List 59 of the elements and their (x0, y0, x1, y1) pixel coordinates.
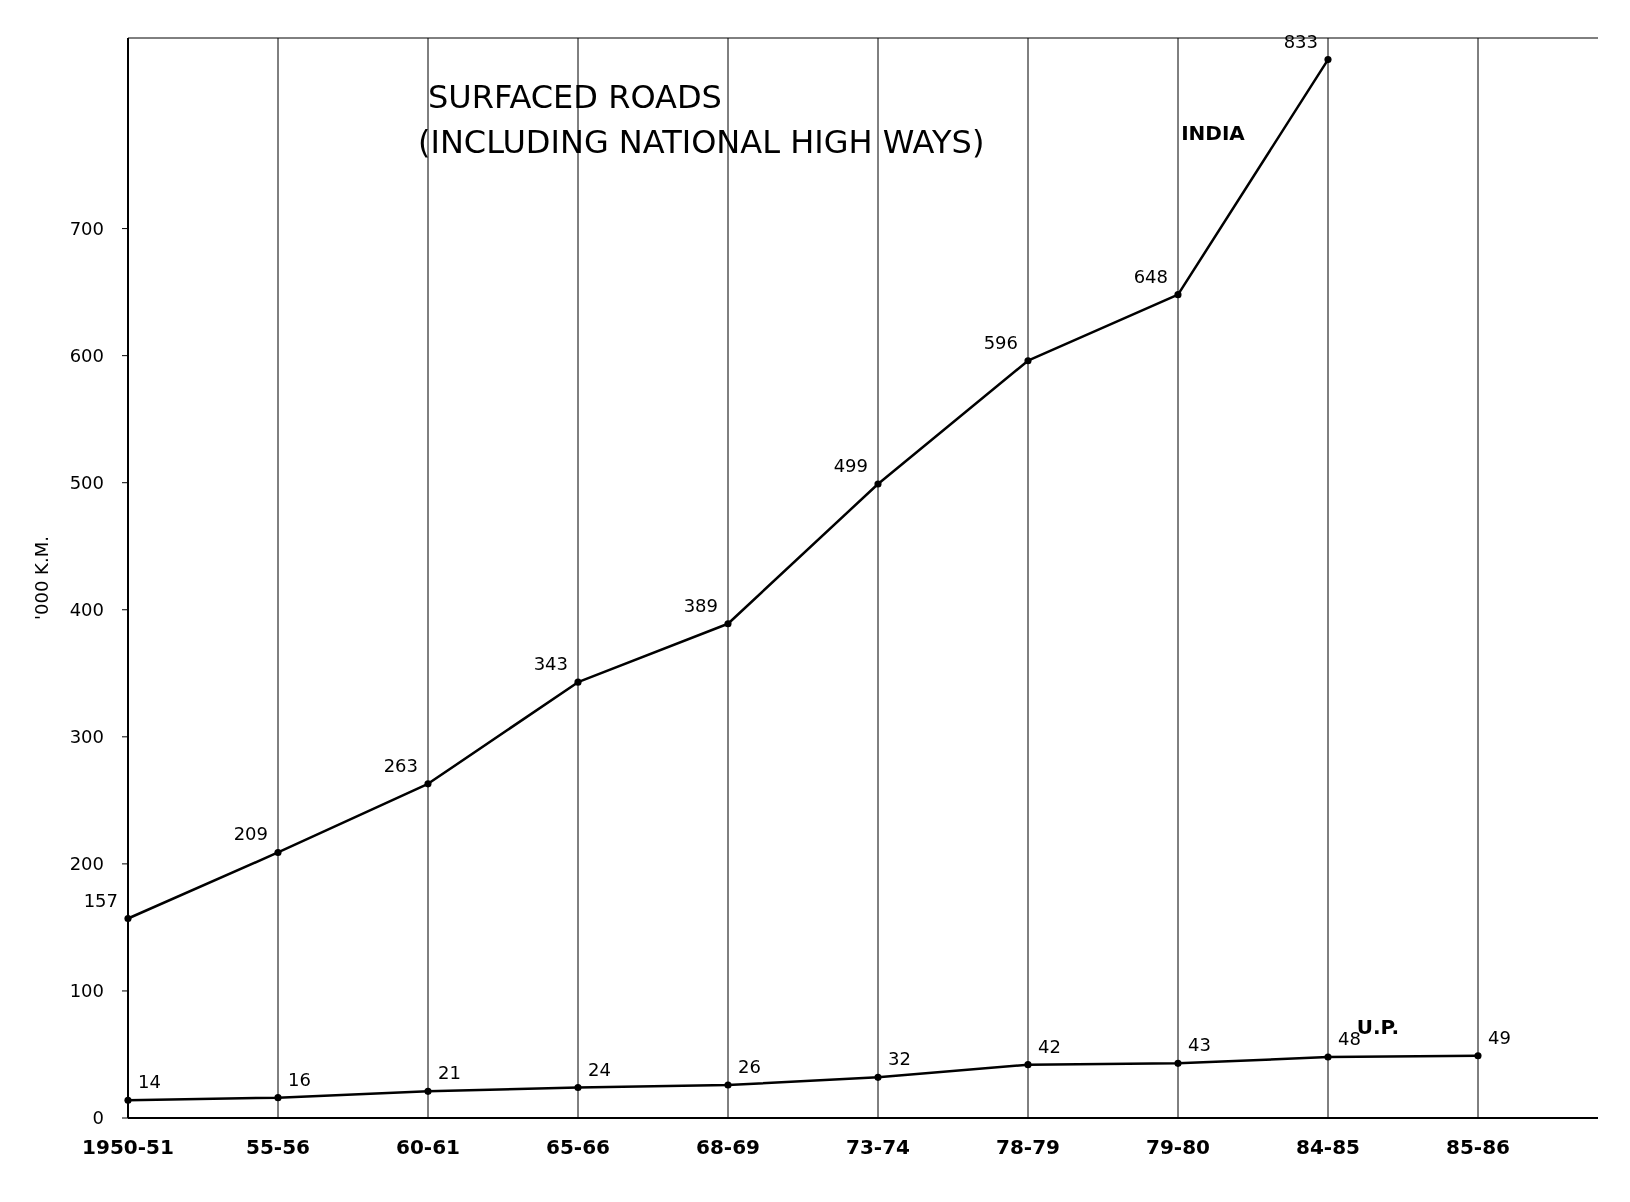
x-tick-label: 84-85 (1296, 1135, 1360, 1159)
x-tick-label: 60-61 (396, 1135, 460, 1159)
data-label: 49 (1488, 1026, 1511, 1048)
data-label: 14 (138, 1071, 161, 1093)
point (1324, 1053, 1332, 1061)
point (274, 1094, 282, 1102)
data-label: 24 (588, 1058, 611, 1080)
data-label: 499 (833, 454, 868, 476)
y-tick-label: 0 (92, 1107, 104, 1129)
point (724, 1081, 732, 1089)
text: (INCLUDING NATIONAL HIGH WAYS) (418, 123, 985, 161)
text: SURFACED ROADS (428, 78, 722, 116)
y-tick-label: 100 (69, 980, 104, 1002)
point (124, 1096, 132, 1104)
x-tick-label: 85-86 (1446, 1135, 1510, 1159)
point (574, 678, 582, 686)
y-tick-label: 600 (69, 344, 104, 366)
data-label: 16 (288, 1068, 311, 1090)
x-tick-label: 73-74 (846, 1135, 910, 1159)
x-tick-label: 55-56 (246, 1135, 310, 1159)
point (124, 914, 132, 923)
data-label: 209 (233, 823, 268, 845)
point (424, 1087, 432, 1095)
x-tick-label: 65-66 (546, 1135, 610, 1159)
y-tick-label: 300 (69, 726, 104, 748)
y-tick-label: 400 (69, 599, 104, 621)
data-label: 833 (1283, 30, 1318, 52)
data-label: 42 (1038, 1035, 1061, 1057)
data-label: 343 (533, 653, 568, 675)
point (1024, 1061, 1032, 1069)
data-label: 32 (888, 1048, 911, 1070)
x-tick-label: 68-69 (696, 1135, 760, 1159)
x-tick-label: 79-80 (1146, 1135, 1210, 1159)
point (424, 780, 432, 788)
x-tick-label: 78-79 (996, 1135, 1060, 1159)
point (1474, 1052, 1482, 1060)
data-label: 21 (438, 1062, 461, 1084)
data-label: 389 (683, 594, 718, 616)
data-label: 648 (1133, 265, 1168, 287)
point (1174, 291, 1182, 299)
point (574, 1083, 582, 1092)
point (724, 620, 732, 628)
point (1024, 357, 1032, 365)
point (274, 848, 282, 857)
y-tick-label: 500 (69, 472, 104, 494)
y-axis-title: '000 K.M. (31, 536, 52, 620)
x-tick-label: 1950-51 (82, 1135, 174, 1159)
point (874, 1073, 882, 1081)
data-label: 26 (738, 1055, 761, 1077)
point (1324, 56, 1332, 64)
data-label: 263 (383, 754, 418, 776)
y-tick-label: 700 (69, 217, 104, 239)
data-label: 157 (83, 889, 118, 911)
point (1174, 1059, 1182, 1067)
point (874, 480, 882, 488)
data-label: 43 (1188, 1034, 1211, 1056)
data-label: 596 (983, 331, 1018, 353)
series-label: INDIA (1181, 120, 1246, 145)
y-tick-label: 200 (69, 853, 104, 875)
